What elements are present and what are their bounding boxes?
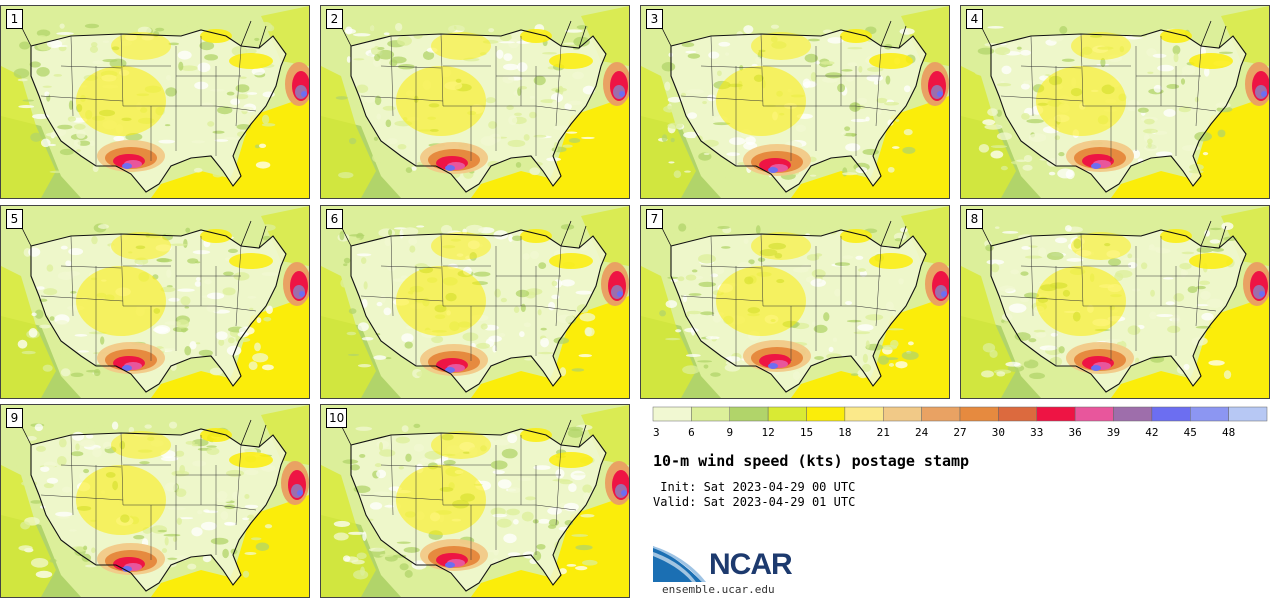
wind-speed-map <box>321 405 629 597</box>
colorbar-tick-label: 24 <box>915 426 929 439</box>
colorbar-swatch <box>844 406 884 422</box>
ncar-logo-icon <box>653 546 706 582</box>
chart-title: 10-m wind speed (kts) postage stamp <box>653 452 970 470</box>
colorbar-swatch <box>883 406 922 422</box>
member-panel-8[interactable]: 8 <box>960 205 1270 399</box>
wind-speed-map <box>321 206 629 398</box>
colorbar-swatch <box>1074 406 1114 422</box>
wind-speed-map <box>961 6 1269 198</box>
colorbar-tick-label: 9 <box>726 426 733 439</box>
member-number: 6 <box>326 209 343 229</box>
colorbar-swatch <box>1113 406 1153 422</box>
member-number: 1 <box>6 9 23 29</box>
member-number: 3 <box>646 9 663 29</box>
wind-speed-map <box>641 206 949 398</box>
colorbar-swatch <box>806 406 846 422</box>
wind-speed-map <box>1 405 309 597</box>
member-number: 8 <box>966 209 983 229</box>
member-number: 5 <box>6 209 23 229</box>
colorbar-tick-label: 3 <box>653 426 660 439</box>
wind-speed-map <box>641 6 949 198</box>
wind-speed-map <box>961 206 1269 398</box>
colorbar-swatch <box>998 406 1037 422</box>
member-panel-9[interactable]: 9 <box>0 404 310 598</box>
colorbar-swatch <box>729 406 769 422</box>
colorbar-tick-label: 33 <box>1030 426 1043 439</box>
colorbar-swatch <box>921 406 961 422</box>
member-number: 2 <box>326 9 343 29</box>
colorbar: 3 6 9 12 15 18 21 24 27 30 33 36 39 42 45 48 <box>652 406 1268 439</box>
member-panel-2[interactable]: 2 <box>320 5 630 199</box>
colorbar-tick-label: 15 <box>800 426 813 439</box>
init-time: Init: Sat 2023-04-29 00 UTC <box>653 480 856 494</box>
member-number: 10 <box>326 408 348 428</box>
colorbar-tick-label: 27 <box>953 426 966 439</box>
colorbar-tick-label: 12 <box>762 426 775 439</box>
colorbar-swatch <box>1036 406 1076 422</box>
colorbar-tick-label: 48 <box>1222 426 1235 439</box>
colorbar-swatch <box>1190 406 1229 422</box>
colorbar-tick-label: 18 <box>838 426 851 439</box>
member-panel-3[interactable]: 3 <box>640 5 950 199</box>
colorbar-tick-label: 6 <box>688 426 695 439</box>
valid-time: Valid: Sat 2023-04-29 01 UTC <box>653 495 856 509</box>
colorbar-tick-label: 30 <box>992 426 1005 439</box>
member-panel-1[interactable]: 1 <box>0 5 310 199</box>
member-number: 4 <box>966 9 983 29</box>
colorbar-swatch <box>1228 406 1268 422</box>
wind-speed-map <box>321 6 629 198</box>
colorbar-tick-label: 39 <box>1107 426 1120 439</box>
colorbar-swatch <box>767 406 807 422</box>
colorbar-tick-label: 45 <box>1184 426 1197 439</box>
member-panel-7[interactable]: 7 <box>640 205 950 399</box>
logo-wordmark: NCAR <box>709 548 793 581</box>
colorbar-tick-label: 36 <box>1069 426 1082 439</box>
colorbar-swatch <box>691 406 730 422</box>
wind-speed-map <box>1 6 309 198</box>
member-panel-4[interactable]: 4 <box>960 5 1270 199</box>
colorbar-tick-label: 21 <box>877 426 890 439</box>
member-number: 7 <box>646 209 663 229</box>
colorbar-tick-label: 42 <box>1145 426 1158 439</box>
member-number: 9 <box>6 408 23 428</box>
wind-speed-map <box>1 206 309 398</box>
colorbar-swatch <box>652 406 692 422</box>
member-panel-6[interactable]: 6 <box>320 205 630 399</box>
colorbar-swatch <box>1151 406 1191 422</box>
member-panel-10[interactable]: 10 <box>320 404 630 598</box>
site-url[interactable]: ensemble.ucar.edu <box>662 583 775 596</box>
member-panel-5[interactable]: 5 <box>0 205 310 399</box>
colorbar-swatch <box>959 406 999 422</box>
